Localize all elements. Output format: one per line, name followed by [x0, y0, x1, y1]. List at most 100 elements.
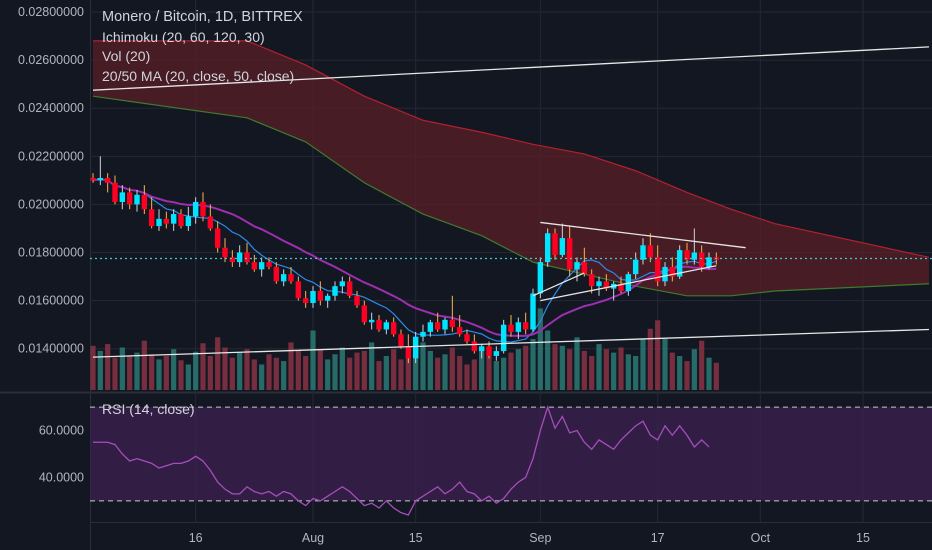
- volume-bar: [552, 344, 558, 390]
- volume-bar: [273, 357, 279, 390]
- candle-body: [170, 214, 177, 224]
- symbol-title: Monero / Bitcoin, 1D, BITTREX: [102, 9, 303, 25]
- volume-bar: [413, 345, 419, 390]
- volume-bar: [530, 339, 536, 390]
- volume-bar: [222, 347, 228, 390]
- candle-body: [493, 351, 500, 356]
- rsi-band: [90, 407, 932, 501]
- candle-body: [632, 259, 639, 275]
- volume-bar: [655, 320, 661, 390]
- volume-bar: [200, 343, 206, 390]
- volume-bar: [508, 352, 514, 390]
- volume-bar: [523, 345, 529, 390]
- candle-body: [192, 202, 199, 217]
- volume-bar: [127, 356, 133, 390]
- candle-body: [405, 346, 412, 359]
- volume-bar: [229, 357, 235, 390]
- candle-body: [684, 250, 690, 260]
- candle-body: [258, 262, 265, 270]
- volume-bar: [354, 352, 360, 390]
- volume-bar: [684, 361, 690, 390]
- volume-bar: [574, 337, 580, 390]
- cloud-span-a: [93, 40, 930, 258]
- candle-body: [471, 341, 478, 352]
- candle-body: [486, 346, 492, 356]
- candle-body: [280, 274, 287, 282]
- price-tick-label: 0.02000000: [18, 197, 84, 211]
- candle-body: [662, 266, 668, 282]
- candle-body: [104, 177, 111, 183]
- price-tick-label: 0.02400000: [18, 101, 84, 115]
- volume-bar: [691, 349, 697, 390]
- ichimoku-indicator-label[interactable]: Ichimoku (20, 60, 120, 30): [102, 28, 265, 45]
- candle-body: [691, 252, 698, 260]
- candle-body: [251, 262, 258, 270]
- candle-body: [544, 233, 551, 263]
- candle-body: [236, 252, 243, 263]
- time-tick-label: Oct: [751, 531, 771, 545]
- volume-bar: [185, 364, 191, 390]
- volume-bar: [207, 356, 213, 390]
- volume-bar: [193, 351, 199, 390]
- volume-bar: [713, 362, 719, 390]
- candle-body: [200, 202, 206, 217]
- time-tick-label: 16: [189, 531, 203, 545]
- candle-body: [119, 192, 126, 203]
- chart-legend: Monero / Bitcoin, 1D, BITTREX Ichimoku (…: [102, 8, 303, 86]
- volume-bar: [603, 349, 609, 390]
- volume-bar: [427, 350, 433, 390]
- volume-bar: [405, 352, 411, 390]
- time-tick-label: Aug: [302, 531, 324, 545]
- candle-body: [288, 274, 294, 282]
- candle-body: [434, 322, 441, 330]
- candle-body: [126, 192, 133, 205]
- volume-bar: [215, 337, 221, 390]
- volume-indicator-label[interactable]: Vol (20): [102, 48, 151, 64]
- candle-body: [500, 324, 507, 352]
- price-tick-label: 0.02800000: [18, 5, 84, 19]
- candle-body: [456, 327, 463, 335]
- volume-bar: [288, 342, 294, 390]
- candle-body: [398, 334, 404, 347]
- time-tick-label: Sep: [529, 531, 551, 545]
- volume-bar: [376, 361, 382, 390]
- candle-body: [390, 322, 397, 335]
- candle-body: [669, 266, 676, 277]
- ma-indicator-label[interactable]: 20/50 MA (20, close, 50, close): [102, 67, 295, 84]
- volume-bar: [141, 340, 147, 390]
- volume-bar: [105, 344, 111, 390]
- candle-body: [156, 218, 162, 227]
- volume-bar: [90, 345, 96, 390]
- candle-body: [552, 233, 558, 255]
- volume-bar: [669, 352, 675, 390]
- ma-fast-line: [92, 178, 717, 343]
- price-tick-label: 0.01400000: [18, 342, 84, 356]
- volume-bar: [369, 342, 375, 390]
- time-tick-label: 15: [856, 531, 870, 545]
- candle-body: [266, 262, 272, 267]
- candle-body: [222, 247, 228, 258]
- volume-bar: [295, 350, 301, 390]
- candle-body: [207, 216, 214, 229]
- candle-body: [647, 245, 654, 258]
- volume-bar: [449, 347, 455, 390]
- candle-body: [339, 281, 346, 287]
- candle-body: [310, 290, 316, 304]
- volume-bar: [699, 340, 705, 390]
- rsi-indicator-label[interactable]: RSI (14, close): [102, 401, 195, 417]
- candle-body: [148, 209, 155, 227]
- candle-body: [178, 214, 184, 227]
- candle-body: [332, 286, 338, 296]
- candle-body: [134, 194, 140, 205]
- candle-body: [508, 324, 514, 332]
- candle-body: [522, 322, 529, 330]
- candle-body: [515, 322, 522, 332]
- volume-bar: [266, 354, 272, 390]
- time-tick-label: 15: [409, 531, 423, 545]
- candle-body: [412, 336, 419, 359]
- candle-body: [420, 331, 426, 337]
- candle-body: [185, 216, 192, 227]
- trendline: [532, 272, 585, 297]
- volume-bar: [97, 350, 103, 390]
